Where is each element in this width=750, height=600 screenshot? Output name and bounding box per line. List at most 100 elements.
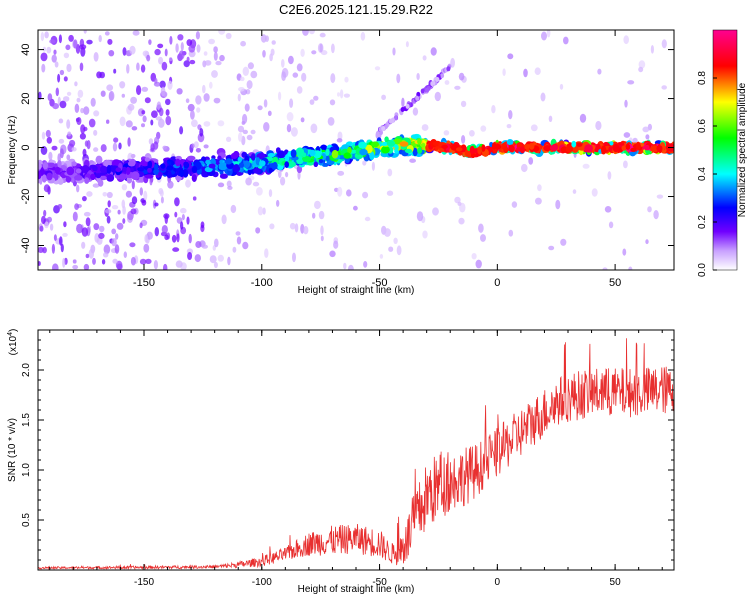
snr-y-label: SNR (10 * v/v) (7, 418, 18, 482)
spectrogram-noise-cell (158, 56, 164, 65)
spectrogram-noise-cell (331, 43, 335, 54)
spectrogram-noise-cell (188, 44, 196, 53)
spectrogram-noise-cell (339, 89, 344, 99)
spectrogram-noise-cell (83, 211, 91, 217)
spectrogram-ridge-cell (237, 156, 242, 163)
spectrogram-noise-cell (140, 64, 146, 73)
spectrogram-noise-cell (236, 236, 242, 245)
spectrogram-noise-cell (139, 187, 143, 196)
spectrogram-noise-cell (329, 99, 336, 106)
spectrogram-noise-cell (511, 201, 518, 208)
spectrogram-noise-cell (202, 84, 206, 94)
spectrogram-noise-cell (150, 119, 154, 126)
spectrogram-noise-cell (153, 141, 159, 150)
colorbar-tick-label: 0.6 (697, 119, 708, 133)
spectrogram-noise-cell (329, 250, 336, 258)
spectrogram-noise-cell (396, 73, 401, 84)
spectrogram-noise-cell (289, 222, 296, 230)
spectrogram-noise-cell (83, 106, 90, 115)
spectrogram-noise-cell (227, 185, 233, 190)
spectrogram-noise-cell (141, 199, 147, 206)
spectrogram-noise-cell (383, 228, 391, 237)
spectrogram-ridge-cell (571, 147, 579, 153)
spectrogram-noise-cell (119, 116, 126, 127)
spectrogram-noise-cell (53, 234, 57, 242)
spectrogram-noise-cell (122, 47, 127, 56)
spectrogram-noise-cell (178, 50, 185, 60)
spectrogram-ridge-cell (225, 158, 233, 165)
snr-y-tick-label: 0.5 (21, 513, 32, 527)
spectrogram-noise-cell (656, 194, 664, 199)
spectrogram-noise-cell (502, 68, 506, 76)
spectrogram-noise-cell (461, 135, 466, 144)
spectrogram-noise-cell (162, 91, 168, 98)
spectrogram-noise-cell (443, 130, 450, 136)
spectrogram-noise-cell (638, 60, 646, 69)
spectrogram-noise-cell (262, 207, 266, 215)
spectrogram-noise-cell (93, 147, 99, 152)
spectrogram-ridge-cell (543, 145, 552, 152)
spectrogram-noise-cell (96, 71, 102, 79)
spectrogram-noise-cell (40, 31, 45, 42)
spectrogram-noise-cell (622, 248, 627, 256)
spectrogram-ridge-cell (341, 148, 349, 154)
spectrogram-noise-cell (76, 223, 83, 234)
spectrogram-noise-cell (195, 241, 202, 248)
spectrogram-noise-cell (312, 212, 316, 219)
spectrogram-noise-cell (156, 101, 162, 111)
spectrogram-noise-cell (162, 145, 167, 150)
spectrogram-noise-cell (126, 64, 130, 74)
spectrogram-noise-cell (55, 87, 59, 97)
spectrogram-noise-cell (129, 45, 136, 55)
spectrogram-noise-cell (506, 124, 512, 129)
spectrogram-noise-cell (333, 240, 339, 249)
spectrogram-ridge-cell (232, 164, 241, 173)
spectrogram-ridge-cell (242, 160, 251, 169)
spectrogram-noise-cell (265, 35, 269, 42)
spectrogram-ridge-cell (417, 147, 423, 154)
spectrogram-noise-cell (102, 192, 108, 197)
spectrogram-noise-cell (58, 138, 65, 144)
spectrogram-noise-cell (127, 103, 135, 111)
spectrogram-noise-cell (71, 147, 77, 152)
snr-x-tick-label: 50 (610, 577, 622, 588)
spectrogram-noise-cell (563, 36, 569, 45)
snr-x-label: Height of straight line (km) (298, 584, 415, 595)
spectrogram-noise-cell (136, 62, 140, 71)
spectrogram-noise-cell (63, 52, 70, 59)
spectrogram-noise-cell (72, 259, 77, 264)
spectrogram-noise-cell (337, 170, 345, 176)
spectrogram-noise-cell (113, 68, 117, 74)
spectrogram-noise-cell (81, 227, 89, 237)
spectrogram-noise-cell (104, 209, 112, 214)
spectrogram-ridge-cell (175, 158, 181, 167)
spectrogram-noise-cell (280, 176, 286, 186)
spectrogram-noise-cell (560, 238, 567, 246)
spectrogram-noise-cell (41, 131, 46, 140)
spectrogram-noise-cell (191, 143, 195, 149)
spectrogram-noise-cell (165, 115, 172, 126)
spectrogram-noise-cell (153, 81, 161, 87)
spectrogram-noise-cell (416, 73, 420, 80)
spectrogram-noise-cell (374, 66, 381, 71)
spectrogram-noise-cell (107, 200, 111, 208)
spectrogram-noise-cell (346, 189, 352, 197)
spectrogram-ridge-cell (290, 149, 297, 158)
spectrogram-x-tick-label: -150 (133, 277, 155, 289)
spectrogram-ridge-cell (147, 167, 152, 173)
spectrogram-noise-cell (59, 69, 65, 76)
spectrogram-branch-cell (381, 126, 386, 131)
spectrogram-noise-cell (535, 197, 542, 205)
spectrogram-noise-cell (237, 93, 241, 102)
spectrogram-noise-cell (480, 125, 487, 132)
spectrogram-noise-cell (521, 163, 528, 173)
spectrogram-noise-cell (409, 158, 416, 163)
spectrogram-noise-cell (218, 30, 226, 35)
spectrogram-noise-cell (103, 244, 111, 255)
spectrogram-ridge-cell (369, 151, 375, 160)
spectrogram-noise-cell (77, 89, 84, 98)
spectrogram-ridge-cell (118, 173, 127, 180)
spectrogram-noise-cell (38, 246, 44, 253)
spectrogram-noise-cell (93, 52, 99, 62)
spectrogram-ridge-cell (268, 167, 273, 173)
